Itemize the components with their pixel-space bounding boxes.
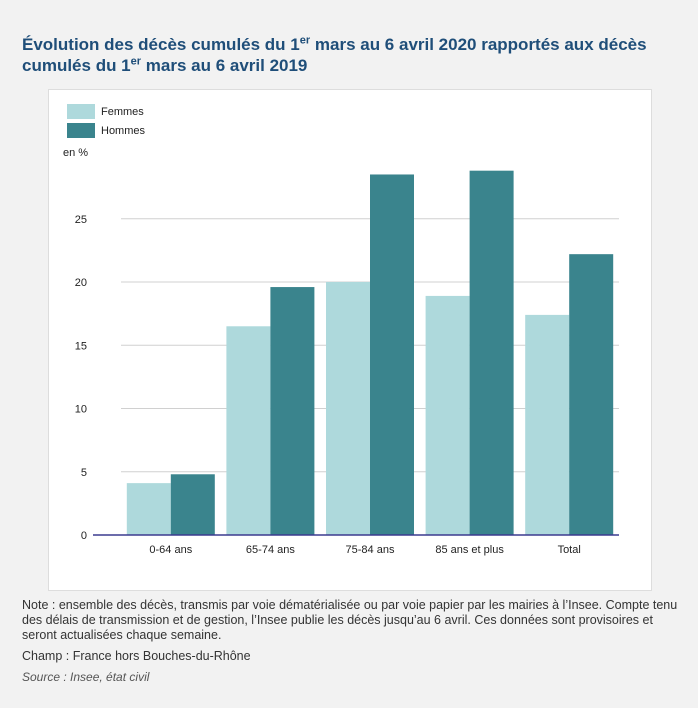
title-superscript-1: er	[299, 34, 311, 47]
x-tick-label: 0-64 ans	[149, 544, 192, 556]
y-tick-label: 15	[75, 340, 87, 352]
source-text: Source : Insee, état civil	[22, 670, 150, 684]
title-part-1: Évolution des décès cumulés du 1	[22, 35, 300, 54]
y-tick-label: 10	[75, 404, 87, 416]
champ-text: Champ : France hors Bouches-du-Rhône	[22, 649, 251, 663]
bar-femmes	[226, 326, 271, 535]
chart-panel: 0-64 ans 65-74 ans 75-84 ans 85 ans et plus…	[48, 89, 652, 591]
x-tick-label: 85 ans et plus	[435, 544, 504, 556]
note-text: Note : ensemble des décès, transmis par …	[22, 598, 678, 642]
y-tick-labels: 0 5 10 15 20 25	[75, 214, 87, 542]
y-tick-label: 0	[81, 530, 87, 542]
bars	[126, 170, 614, 536]
bar-chart: 0-64 ans 65-74 ans 75-84 ans 85 ans et plus…	[63, 104, 619, 556]
bar-femmes	[126, 483, 171, 535]
y-tick-label: 25	[75, 214, 87, 226]
legend: Femmes Hommes	[67, 104, 146, 138]
chart-title: Évolution des décès cumulés du 1er mars …	[22, 34, 672, 76]
x-tick-label: Total	[558, 544, 581, 556]
y-axis-unit-label: en %	[63, 147, 88, 159]
x-tick-labels: 0-64 ans 65-74 ans 75-84 ans 85 ans et plus…	[149, 544, 580, 556]
title-part-2: mars au 6 avril 2020 rapportés aux décès…	[22, 35, 647, 75]
bar-hommes	[469, 170, 514, 535]
legend-swatch-hommes	[67, 123, 95, 138]
bar-femmes	[525, 314, 570, 535]
x-tick-label: 65-74 ans	[246, 544, 295, 556]
bar-femmes	[326, 282, 370, 535]
y-tick-label: 20	[75, 277, 87, 289]
bar-hommes	[270, 287, 315, 535]
bar-hommes	[569, 254, 614, 536]
x-tick-label: 75-84 ans	[346, 544, 395, 556]
legend-swatch-femmes	[67, 104, 95, 119]
bar-hommes	[170, 474, 215, 535]
notes: Note : ensemble des décès, transmis par …	[22, 598, 682, 691]
title-part-3: mars au 6 avril 2019	[141, 56, 308, 75]
bar-hommes	[370, 174, 414, 535]
title-superscript-2: er	[130, 55, 142, 68]
legend-label-hommes: Hommes	[101, 125, 146, 137]
legend-label-femmes: Femmes	[101, 106, 144, 118]
bar-femmes	[425, 295, 470, 535]
y-tick-label: 5	[81, 467, 87, 479]
